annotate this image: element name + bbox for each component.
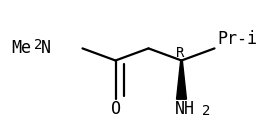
Text: Pr-i: Pr-i	[217, 30, 257, 48]
Text: Me: Me	[11, 39, 31, 57]
Text: 2: 2	[202, 104, 210, 118]
Text: N: N	[41, 39, 51, 57]
Text: O: O	[111, 100, 120, 118]
Text: NH: NH	[175, 100, 195, 118]
Text: 2: 2	[34, 38, 43, 52]
Polygon shape	[177, 60, 186, 99]
Text: R: R	[176, 46, 184, 60]
